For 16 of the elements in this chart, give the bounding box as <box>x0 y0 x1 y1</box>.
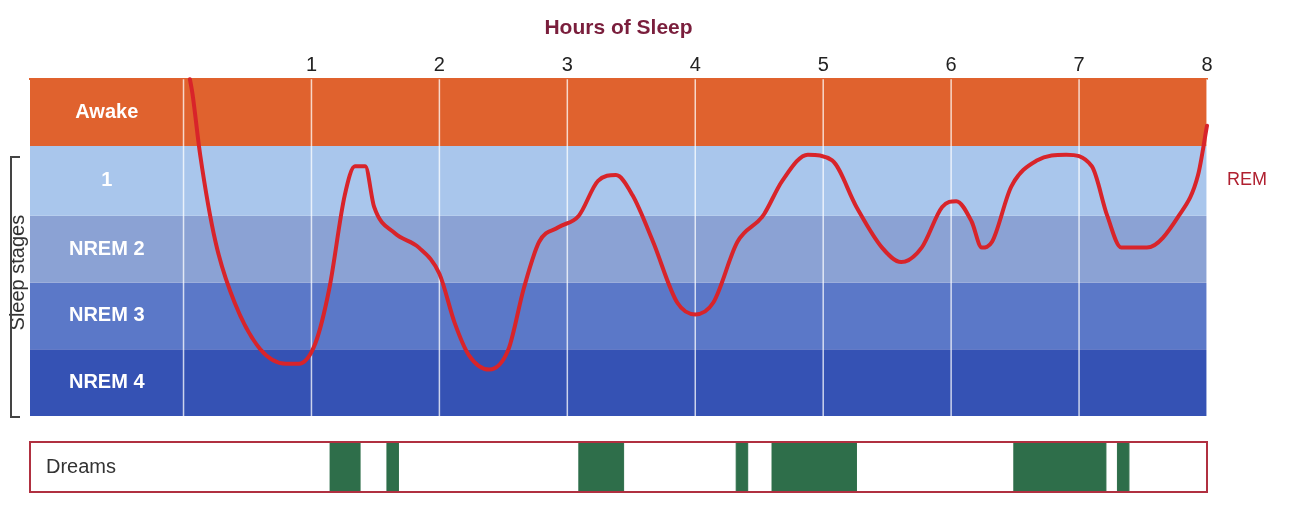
band-label: NREM 2 <box>68 236 145 259</box>
x-tick-label: 4 <box>689 52 701 75</box>
annotation: Dreams <box>46 454 117 477</box>
x-tick-label: 1 <box>305 52 318 75</box>
band-label: NREM 4 <box>68 370 146 393</box>
x-tick-label: 6 <box>945 52 957 75</box>
x-tick-label: 2 <box>433 52 445 75</box>
x-axis-title: Hours of Sleep <box>544 15 693 39</box>
x-tick-label: 8 <box>1201 52 1213 75</box>
x-tick-label: 3 <box>561 52 573 75</box>
band-label: NREM 3 <box>68 303 145 326</box>
x-tick-label: 7 <box>1073 52 1085 75</box>
band-label: Awake <box>75 100 139 123</box>
band-label: 1 <box>101 168 113 191</box>
text: REM <box>1227 169 1267 190</box>
x-tick-label: 5 <box>817 52 829 75</box>
